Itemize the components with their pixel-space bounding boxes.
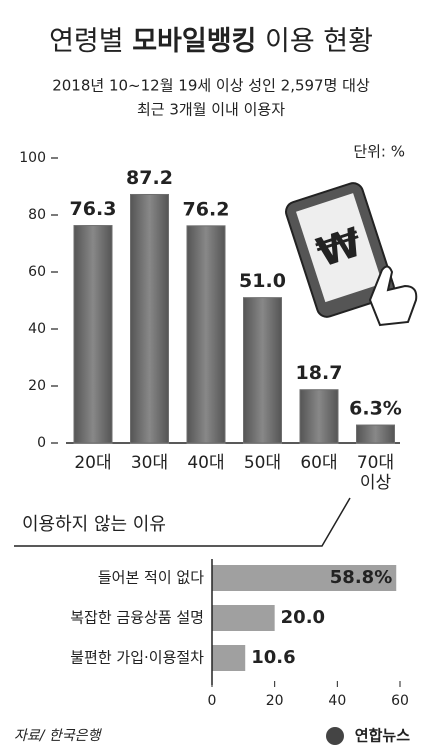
logo-icon: [326, 727, 344, 745]
phone-icon: ₩: [283, 181, 416, 325]
x-tick-label: 0: [208, 693, 217, 709]
x-tick-label: 60: [391, 693, 409, 709]
logo: 연합뉴스: [355, 727, 410, 745]
bar: [212, 645, 245, 671]
y-tick-label: 100: [19, 150, 46, 166]
x-tick-label: 20대: [70, 453, 116, 473]
bar: [187, 226, 225, 443]
bar: [131, 194, 169, 443]
subtitle: 최근 3개월 이내 이용자: [137, 101, 285, 119]
x-tick-label: 40: [328, 693, 346, 709]
chart: 연령별 모바일뱅킹 이용 현황 2018년 10~12월 19세 이상 성인 2…: [0, 0, 423, 755]
unit-label: 단위: %: [353, 143, 405, 161]
bar: [74, 226, 112, 443]
x-tick-label: 40대: [183, 453, 229, 473]
x-tick-label: 20: [266, 693, 284, 709]
bar: [212, 605, 275, 631]
y-tick-label: 들어본 적이 없다: [98, 569, 204, 587]
value-label: 20.0: [281, 607, 325, 628]
y-tick-label: 80: [28, 207, 46, 223]
subchart-title: 이용하지 않는 이유: [22, 514, 166, 535]
value-label: 10.6: [251, 647, 295, 668]
y-tick-label: 60: [28, 264, 46, 280]
subtitle: 2018년 10~12월 19세 이상 성인 2,597명 대상: [52, 77, 370, 95]
value-label: 18.7: [296, 362, 343, 384]
title-bold: 모바일뱅킹: [132, 26, 256, 57]
x-tick-label: 30대: [127, 453, 173, 473]
bar: [300, 390, 338, 443]
value-label: 76.2: [183, 198, 230, 220]
value-label: 51.0: [239, 270, 286, 292]
title-part: 이용 현황: [265, 26, 373, 57]
value-label: 76.3: [70, 198, 117, 220]
y-tick-label: 40: [28, 321, 46, 337]
value-label: 6.3%: [349, 398, 402, 420]
bar: [357, 425, 395, 443]
y-tick-label: 불편한 가입·이용절차: [70, 649, 204, 667]
y-tick-label: 복잡한 금융상품 설명: [70, 609, 204, 627]
title-part: 연령별: [49, 26, 124, 57]
infographic: 연령별 모바일뱅킹 이용 현황 2018년 10~12월 19세 이상 성인 2…: [0, 0, 423, 755]
x-tick-label: 50대: [240, 453, 286, 473]
value-label: 87.2: [126, 167, 173, 189]
source: 자료/ 한국은행: [14, 728, 103, 744]
x-tick-label: 70대 이상: [353, 453, 399, 493]
y-tick-label: 0: [37, 435, 46, 451]
value-label: 58.8%: [330, 567, 392, 588]
x-tick-label: 60대: [296, 453, 342, 473]
y-tick-label: 20: [28, 378, 46, 394]
bar: [244, 298, 282, 443]
title: 연령별 모바일뱅킹 이용 현황: [49, 26, 373, 57]
